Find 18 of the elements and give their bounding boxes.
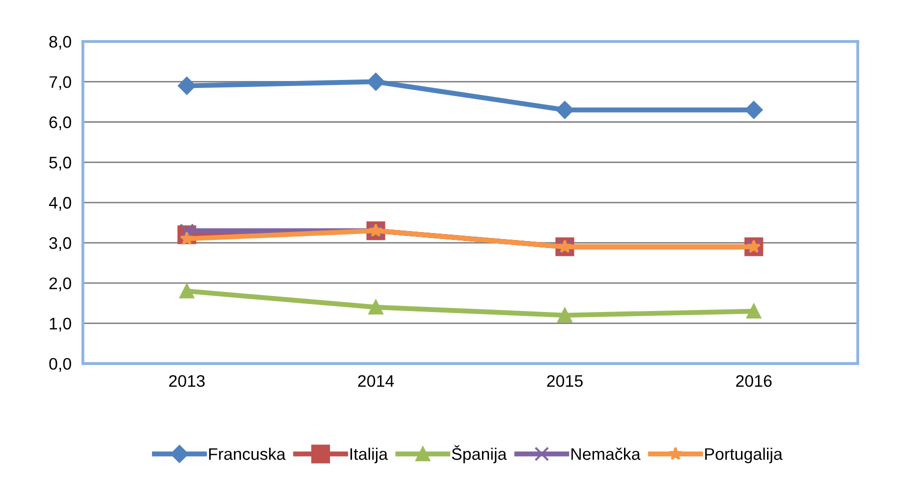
y-tick-label: 6,0 [49, 116, 72, 130]
y-tick-label: 7,0 [49, 76, 72, 90]
x-tick-label: 2013 [169, 375, 205, 387]
y-tick-label: 2,0 [49, 277, 72, 292]
x-tick-label: 2014 [358, 375, 394, 387]
legend-label: Nemačka [571, 448, 640, 460]
y-tick-label: 5,0 [49, 156, 72, 170]
legend-label: Italija [350, 448, 388, 464]
y-tick-label: 1,0 [50, 318, 72, 332]
legend-label: Francuska [209, 448, 286, 460]
y-tick-label: 3,0 [49, 237, 72, 251]
x-tick-label: 2015 [547, 375, 583, 387]
y-tick-label: 8,0 [49, 36, 72, 50]
y-tick-label: 4,0 [48, 196, 72, 211]
legend-label: Španija [452, 445, 507, 464]
y-tick-label: 0,0 [49, 358, 72, 372]
x-tick-label: 2016 [736, 375, 772, 387]
legend-label: Portugalija [705, 448, 783, 464]
